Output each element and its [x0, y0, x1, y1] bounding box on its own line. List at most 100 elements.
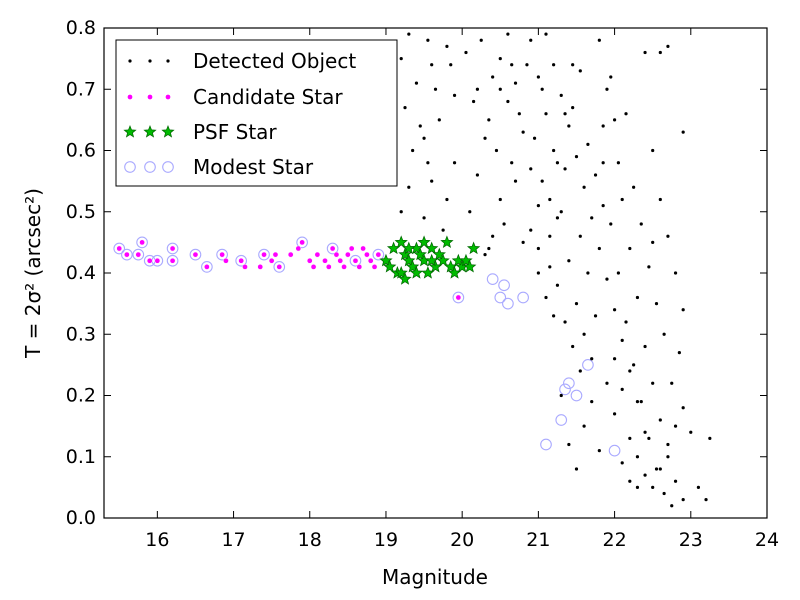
data-point-detected-object	[525, 63, 529, 67]
data-point-psf-star	[398, 247, 412, 261]
data-point-detected-object	[677, 351, 681, 355]
data-point-detected-object	[635, 485, 640, 489]
data-point-detected-object	[590, 400, 594, 404]
data-point-detected-object	[411, 148, 415, 153]
y-tick-label: 0.6	[66, 140, 96, 162]
data-point-detected-object	[510, 161, 514, 165]
data-point-modest-star	[136, 236, 148, 249]
data-point-detected-object	[498, 87, 502, 91]
legend-marker-psf-star	[123, 125, 137, 138]
data-point-modest-star	[502, 297, 514, 310]
data-point-detected-object	[449, 63, 453, 67]
legend: Detected Object Candidate Star PSF Star …	[115, 39, 398, 187]
data-point-candidate-star	[352, 257, 359, 264]
data-point-detected-object	[571, 106, 575, 110]
data-point-candidate-star	[204, 264, 210, 270]
data-point-detected-object	[491, 75, 495, 79]
data-point-detected-object	[624, 320, 628, 324]
data-point-detected-object	[654, 302, 659, 306]
data-point-detected-object	[635, 455, 640, 459]
data-point-candidate-star	[306, 257, 313, 264]
data-point-modest-star	[235, 254, 248, 267]
data-point-candidate-star	[154, 257, 161, 264]
data-point-psf-star	[402, 253, 416, 267]
data-point-psf-star	[459, 253, 473, 267]
data-point-detected-object	[445, 197, 449, 202]
data-point-detected-object	[601, 161, 605, 165]
data-point-detected-object	[578, 234, 582, 238]
data-point-detected-object	[620, 338, 624, 342]
data-point-detected-object	[407, 32, 411, 36]
data-point-detected-object	[494, 148, 499, 153]
data-point-candidate-star	[455, 294, 462, 301]
y-tick-label: 0.7	[66, 78, 96, 100]
legend-label-modest-star: Modest Star	[193, 155, 314, 179]
data-point-candidate-star	[360, 245, 366, 252]
data-point-detected-object	[506, 99, 510, 104]
data-point-detected-object	[544, 32, 548, 36]
data-point-detected-object	[555, 161, 560, 165]
data-point-detected-object	[540, 179, 544, 183]
legend-marker-candidate-star	[165, 94, 171, 100]
data-point-psf-star	[425, 253, 439, 267]
legend-label-psf-star: PSF Star	[193, 120, 277, 144]
data-point-candidate-star	[333, 251, 340, 258]
data-point-detected-object	[658, 197, 662, 202]
data-point-detected-object	[681, 308, 685, 312]
data-point-detected-object	[407, 185, 411, 189]
data-point-modest-star	[563, 377, 575, 390]
data-point-detected-object	[666, 442, 670, 447]
data-point-candidate-star	[192, 251, 199, 258]
legend-marker-detected-object	[166, 59, 170, 63]
data-point-candidate-star	[242, 264, 248, 270]
data-point-detected-object	[552, 63, 556, 67]
data-point-modest-star	[559, 383, 571, 396]
data-point-candidate-star	[322, 257, 328, 264]
x-tick-label: 19	[374, 529, 398, 551]
data-point-detected-object	[601, 204, 605, 208]
data-point-detected-object	[643, 430, 647, 434]
data-point-candidate-star	[272, 251, 279, 258]
data-point-detected-object	[468, 210, 472, 214]
data-point-candidate-star	[345, 251, 351, 258]
data-point-detected-object	[639, 222, 643, 226]
data-point-candidate-star	[169, 257, 176, 264]
data-point-candidate-star	[348, 245, 355, 252]
data-point-detected-object	[426, 161, 430, 165]
data-point-detected-object	[635, 295, 640, 300]
data-point-detected-object	[670, 381, 674, 385]
data-point-detected-object	[418, 124, 422, 128]
data-point-detected-object	[536, 246, 540, 251]
data-point-modest-star	[498, 279, 510, 292]
data-point-detected-object	[540, 87, 544, 91]
data-point-candidate-star	[337, 257, 344, 264]
legend-marker-detected-object	[148, 59, 152, 63]
data-point-detected-object	[437, 118, 441, 122]
data-point-psf-star	[409, 266, 424, 279]
data-point-detected-object	[708, 436, 712, 440]
data-point-modest-star	[608, 444, 621, 457]
legend-label-candidate-star: Candidate Star	[193, 85, 343, 109]
data-point-detected-object	[483, 136, 487, 140]
data-point-detected-object	[696, 485, 701, 489]
data-point-detected-object	[517, 112, 521, 116]
data-point-candidate-star	[169, 245, 176, 252]
data-point-detected-object	[597, 449, 601, 453]
data-point-modest-star	[452, 291, 465, 304]
data-point-detected-object	[452, 161, 457, 165]
data-point-detected-object	[422, 216, 426, 220]
data-point-detected-object	[590, 357, 594, 361]
data-point-detected-object	[593, 173, 598, 177]
data-point-detected-object	[658, 467, 662, 471]
data-point-detected-object	[563, 112, 567, 116]
data-point-detected-object	[544, 295, 548, 300]
data-point-detected-object	[529, 38, 533, 42]
data-point-detected-object	[552, 148, 556, 153]
data-point-detected-object	[632, 185, 636, 189]
data-point-detected-object	[616, 271, 620, 275]
data-point-detected-object	[601, 124, 605, 128]
data-point-detected-object	[586, 271, 590, 275]
data-point-detected-object	[491, 234, 495, 238]
data-point-detected-object	[666, 44, 670, 48]
